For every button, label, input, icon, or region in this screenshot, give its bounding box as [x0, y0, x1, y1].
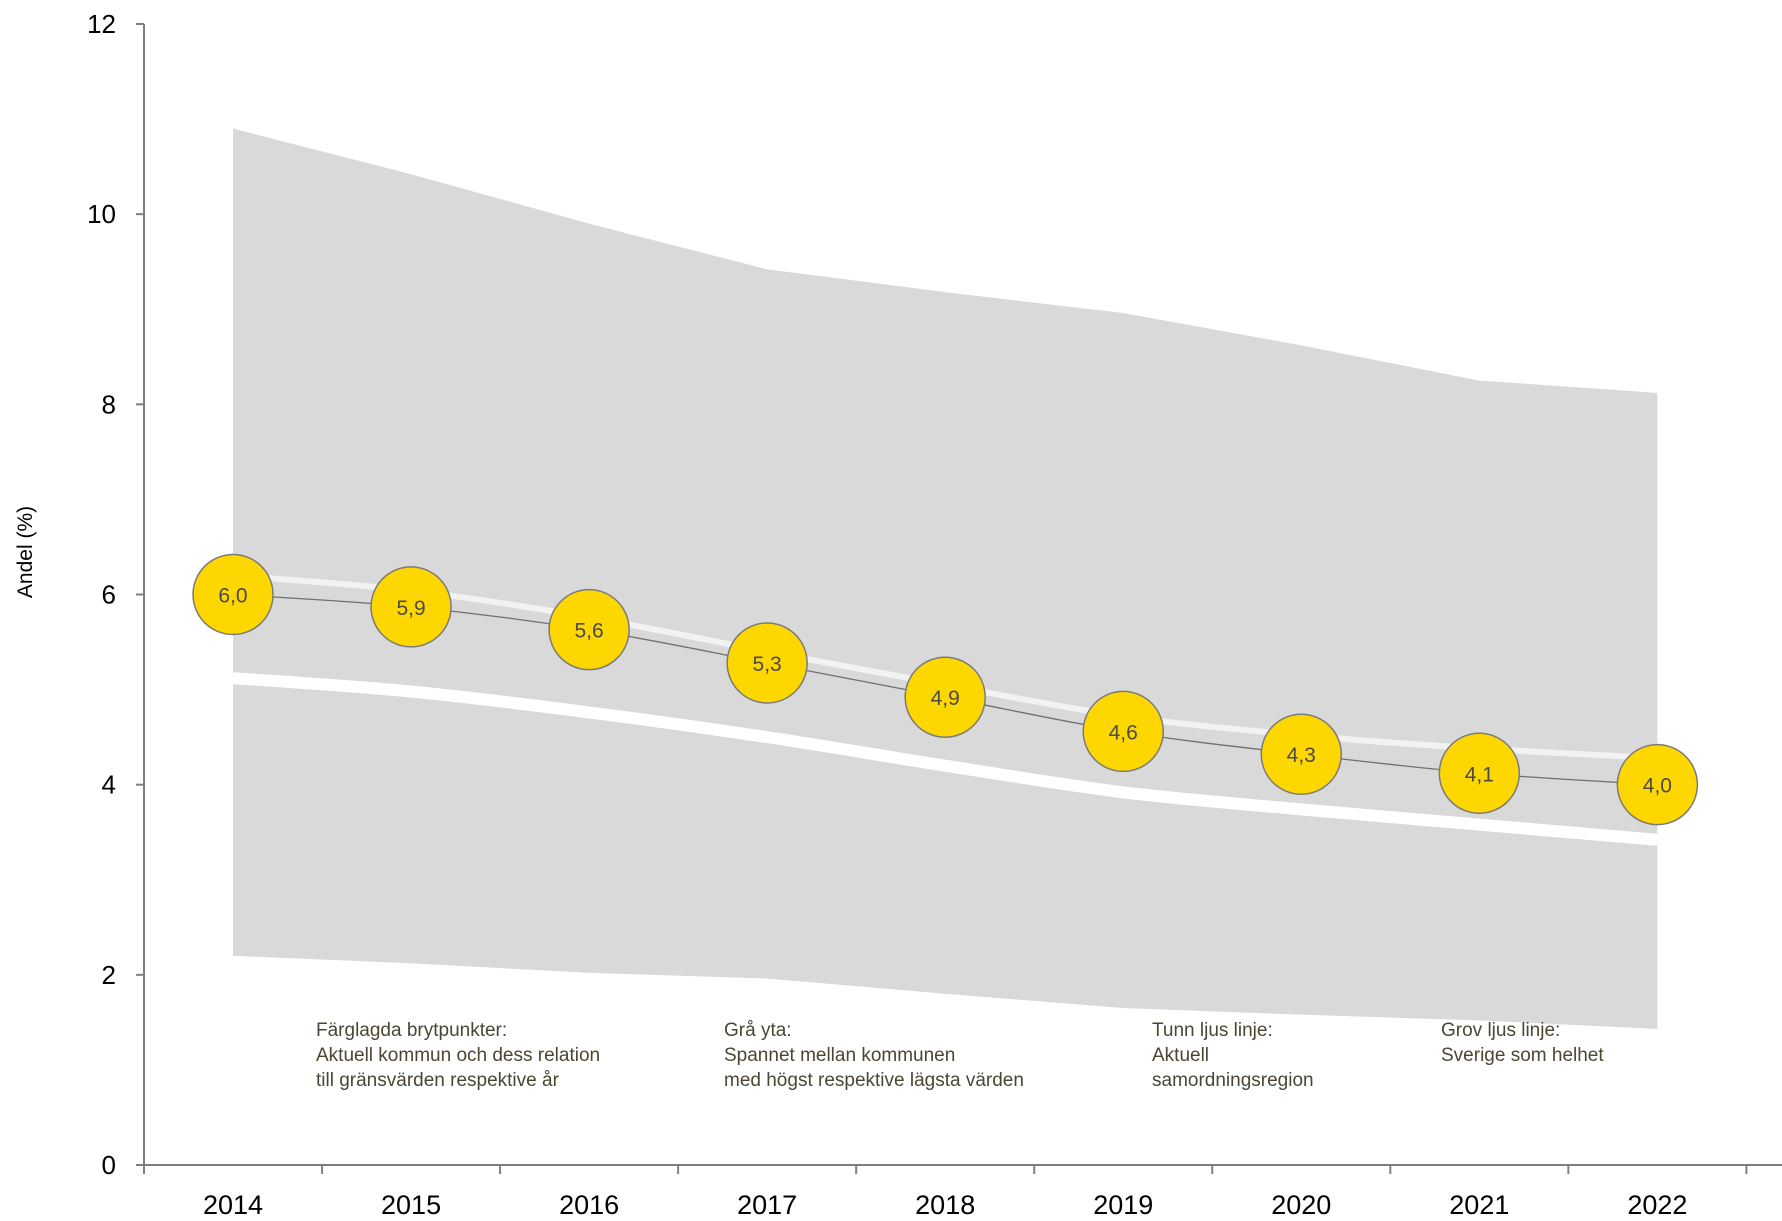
data-point-label: 4,9: [931, 687, 960, 710]
range-band-layer: [233, 128, 1658, 1165]
range-band-area: [233, 128, 1658, 1030]
annotation-thick-line: Grov ljus linje: Sverige som helhet: [1441, 1020, 1604, 1066]
data-point-label: 4,3: [1287, 744, 1316, 767]
y-tick-label: 4: [102, 770, 116, 800]
data-point-label: 4,6: [1109, 721, 1138, 744]
y-tick-label: 6: [102, 580, 116, 610]
y-tick-label: 2: [102, 960, 116, 990]
data-point-marker: [1438, 732, 1521, 815]
y-tick-label: 10: [87, 199, 116, 229]
x-tick-label: 2017: [737, 1190, 797, 1220]
data-point-label: 5,3: [753, 653, 782, 676]
below-band-area: [233, 955, 1658, 1165]
data-point-marker: [1260, 713, 1343, 795]
annotation-breakpoints: Färglagda brytpunkter: Aktuell kommun oc…: [316, 1020, 601, 1091]
x-tick-label: 2015: [381, 1190, 441, 1220]
y-tick-label: 12: [87, 9, 116, 39]
data-point-marker: [726, 622, 808, 704]
x-tick-label: 2018: [915, 1190, 975, 1220]
data-point-label: 5,6: [575, 620, 604, 643]
data-point-marker: [192, 553, 274, 636]
x-tick-label: 2020: [1271, 1190, 1331, 1220]
x-tick-label: 2019: [1093, 1190, 1153, 1220]
annotation-grey-area: Grå yta: Spannet mellan kommunen med hög…: [724, 1020, 1024, 1091]
x-tick-label: 2022: [1627, 1190, 1687, 1220]
x-tick-label: 2016: [559, 1190, 619, 1220]
data-point-marker: [1082, 690, 1164, 773]
x-tick-label: 2014: [203, 1190, 263, 1220]
annotation-thin-line: Tunn ljus linje: Aktuell samordningsregi…: [1152, 1020, 1314, 1091]
sverige-line: [232, 672, 1658, 846]
axes: 0 2 4 6 8 10 12 2014 2015 2016 2017 2018 2019 2020 202…: [87, 9, 1782, 1220]
y-axis-label: Andel (%): [14, 506, 37, 598]
data-point-marker: [548, 588, 630, 671]
x-tick-label: 2021: [1449, 1190, 1509, 1220]
data-point-label: 6,0: [218, 585, 247, 608]
data-point-label: 5,9: [396, 597, 425, 620]
data-point-label: 4,1: [1465, 763, 1494, 786]
data-point-marker: [904, 656, 986, 738]
data-point-marker: [370, 566, 452, 648]
y-tick-label: 8: [102, 389, 116, 419]
data-point-layer: 6,0 5,9 5,6 5,3 4,9 4,6 4,3 4,1 4,0: [192, 553, 1699, 826]
y-tick-label: 0: [102, 1150, 116, 1180]
data-point-label: 4,0: [1643, 775, 1672, 798]
data-point-marker: [1616, 743, 1699, 826]
